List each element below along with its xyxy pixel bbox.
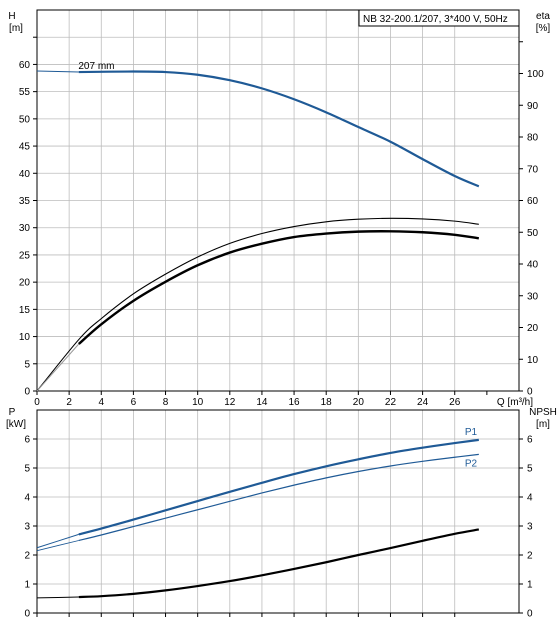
x-tick-label-16: 16	[289, 397, 301, 408]
bottom-right-axis-unit: [m]	[536, 419, 550, 430]
top-left-tick-label-55: 55	[19, 87, 31, 98]
title-box-text: NB 32-200.1/207, 3*400 V, 50Hz	[363, 14, 508, 25]
bottom-left-tick-label-5: 5	[24, 464, 30, 475]
bottom-panel-frame	[36, 409, 520, 614]
bottom-right-tick-label-0: 0	[527, 609, 533, 620]
bottom-right-tick-label-1: 1	[527, 580, 533, 591]
bottom-left-tick-label-2: 2	[24, 551, 30, 562]
top-right-tick-label-0: 0	[527, 387, 533, 398]
x-tick-label-10: 10	[192, 397, 204, 408]
top-left-tick-label-10: 10	[19, 332, 31, 343]
top-left-tick-label-30: 30	[19, 223, 31, 234]
top-right-tick-label-60: 60	[527, 196, 539, 207]
x-tick-label-2: 2	[66, 397, 72, 408]
series-label-p1: P1	[465, 427, 478, 438]
efficiency-curve-thick	[77, 230, 480, 345]
bottom-left-tick-label-1: 1	[24, 580, 30, 591]
top-left-axis-title: H	[8, 11, 15, 22]
bottom-left-tick-label-0: 0	[24, 609, 30, 620]
power-p2-lead	[36, 540, 79, 552]
top-left-tick-label-0: 0	[24, 387, 30, 398]
bottom-right-tick-label-5: 5	[527, 464, 533, 475]
top-left-tick-label-45: 45	[19, 142, 31, 153]
bottom-right-tick-label-4: 4	[527, 493, 533, 504]
bottom-left-tick-label-4: 4	[24, 493, 30, 504]
bottom-left-axis-title: P	[9, 407, 16, 418]
top-right-tick-label-30: 30	[527, 291, 539, 302]
power-p2-curve	[78, 453, 479, 542]
npsh-curve	[78, 528, 480, 599]
bottom-right-tick-label-3: 3	[527, 522, 533, 533]
series-label-p2: P2	[465, 458, 478, 469]
top-right-tick-label-100: 100	[527, 69, 544, 80]
top-left-tick-label-40: 40	[19, 169, 31, 180]
top-right-tick-label-90: 90	[527, 101, 539, 112]
top-left-tick-label-15: 15	[19, 305, 31, 316]
top-right-axis-title: eta	[536, 11, 550, 22]
top-right-tick-label-40: 40	[527, 260, 539, 271]
power-p1-lead	[36, 533, 79, 549]
power-p1-curve	[78, 438, 479, 536]
x-tick-label-24: 24	[417, 397, 429, 408]
top-right-tick-label-20: 20	[527, 323, 539, 334]
x-tick-label-26: 26	[449, 397, 461, 408]
x-tick-label-18: 18	[321, 397, 333, 408]
top-right-tick-label-50: 50	[527, 228, 539, 239]
efficiency-curve-lead	[36, 343, 80, 392]
top-left-tick-label-20: 20	[19, 278, 31, 289]
x-tick-label-20: 20	[353, 397, 365, 408]
x-tick-label-4: 4	[98, 397, 104, 408]
top-left-tick-label-50: 50	[19, 114, 31, 125]
x-tick-label-8: 8	[163, 397, 169, 408]
bottom-left-tick-label-3: 3	[24, 522, 30, 533]
bottom-right-tick-label-2: 2	[527, 551, 533, 562]
title-box	[358, 9, 520, 27]
efficiency-curve-thin	[36, 217, 479, 392]
top-left-tick-label-60: 60	[19, 60, 31, 71]
x-tick-label-0: 0	[34, 397, 40, 408]
top-left-tick-label-35: 35	[19, 196, 31, 207]
x-axis-label: Q [m³/h]	[497, 397, 533, 408]
head-curve	[78, 70, 480, 188]
top-right-tick-label-70: 70	[527, 164, 539, 175]
bottom-left-axis-unit: [kW]	[6, 419, 26, 430]
impeller-size-label: 207 mm	[78, 61, 114, 72]
bottom-right-axis-title: NPSH	[529, 407, 557, 418]
x-tick-label-22: 22	[385, 397, 397, 408]
x-tick-label-6: 6	[131, 397, 137, 408]
x-tick-label-14: 14	[256, 397, 268, 408]
npsh-lead	[36, 596, 79, 599]
top-left-tick-label-5: 5	[24, 359, 30, 370]
bottom-left-tick-label-6: 6	[24, 435, 30, 446]
x-tick-label-12: 12	[224, 397, 236, 408]
top-left-axis-unit: [m]	[9, 23, 23, 34]
top-left-tick-label-25: 25	[19, 250, 31, 261]
top-right-tick-label-10: 10	[527, 355, 539, 366]
top-right-axis-unit: [%]	[536, 23, 551, 34]
head-curve-lead	[36, 70, 79, 73]
top-right-tick-label-80: 80	[527, 133, 539, 144]
bottom-right-tick-label-6: 6	[527, 435, 533, 446]
